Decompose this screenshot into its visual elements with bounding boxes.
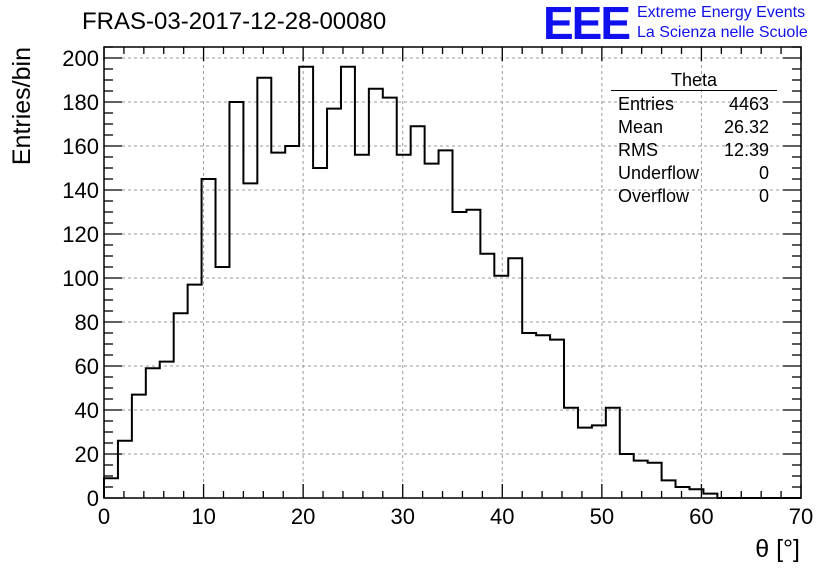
- histogram-bar: [648, 463, 662, 498]
- histogram-bar: [229, 102, 243, 498]
- histogram-bar: [634, 461, 648, 498]
- stats-label: Entries: [618, 94, 675, 114]
- y-axis-label: Entries/bin: [8, 47, 36, 165]
- histogram-bar: [299, 67, 313, 498]
- x-tick-label: 50: [590, 504, 614, 529]
- histogram-bar: [508, 258, 522, 498]
- stats-row-mean: Mean 26.32: [611, 116, 777, 139]
- logo-line-2: La Scienza nelle Scuole: [637, 24, 808, 41]
- y-tick-label: 180: [62, 90, 99, 115]
- histogram-bar: [453, 212, 467, 498]
- y-tick-label: 100: [62, 266, 99, 291]
- histogram-bar: [257, 78, 271, 498]
- histogram-bar: [327, 109, 341, 498]
- x-tick-label: 60: [689, 504, 713, 529]
- y-tick-label: 20: [75, 442, 99, 467]
- axis-ticks: [103, 46, 802, 499]
- histogram-outline: [103, 65, 801, 499]
- stats-row-underflow: Underflow 0: [611, 162, 777, 185]
- histogram-bar: [522, 333, 536, 498]
- histogram-bar: [466, 210, 480, 498]
- histogram-bar: [188, 285, 202, 498]
- histogram-bar: [174, 313, 188, 498]
- plot-frame: [103, 46, 802, 499]
- stats-box: Theta Entries 4463 Mean 26.32 RMS 12.39 …: [611, 70, 777, 208]
- logo-letters: EEE: [543, 0, 631, 49]
- stats-row-overflow: Overflow 0: [611, 185, 777, 208]
- histogram-bar: [480, 254, 494, 498]
- y-tick-labels: 0 20 40 60 80 100 120 140 160 180 200: [62, 46, 99, 511]
- x-tick-label: 10: [191, 504, 215, 529]
- x-axis-label: θ [°]: [755, 535, 800, 563]
- x-tick-label: 30: [390, 504, 414, 529]
- x-tick-label: 40: [490, 504, 514, 529]
- histogram-bar: [271, 153, 285, 498]
- histogram-bar: [578, 428, 592, 498]
- eee-logo: EEE Extreme Energy Events La Scienza nel…: [543, 0, 833, 49]
- histogram-bar: [411, 126, 425, 498]
- logo-line-1: Extreme Energy Events: [637, 4, 806, 21]
- histogram-bar: [425, 164, 439, 498]
- histogram-bar: [397, 155, 411, 498]
- histogram-bar: [564, 408, 578, 498]
- stats-value: 4463: [728, 94, 769, 114]
- histogram-bars: [103, 65, 801, 499]
- histogram-bar: [662, 480, 676, 498]
- stats-title: Theta: [611, 70, 777, 91]
- histogram-bar: [494, 276, 508, 498]
- stats-row-rms: RMS 12.39: [611, 139, 777, 162]
- y-tick-label: 40: [75, 398, 99, 423]
- histogram-bar: [104, 478, 118, 498]
- stats-value: 0: [758, 163, 769, 183]
- stats-label: RMS: [618, 140, 658, 160]
- stats-row-entries: Entries 4463: [611, 93, 777, 116]
- x-tick-labels: 0 10 20 30 40 50 60 70: [98, 504, 813, 529]
- y-tick-label: 80: [75, 310, 99, 335]
- histogram-bar: [606, 408, 620, 498]
- stats-label: Underflow: [618, 163, 700, 183]
- stats-label: Overflow: [618, 186, 690, 206]
- histogram-bar: [243, 183, 257, 498]
- y-tick-label: 200: [62, 46, 99, 71]
- y-tick-label: 60: [75, 354, 99, 379]
- histogram-bar: [132, 395, 146, 498]
- x-tick-label: 0: [98, 504, 110, 529]
- histogram-bar: [216, 267, 230, 498]
- stats-value: 12.39: [723, 140, 769, 160]
- stats-value: 0: [758, 186, 769, 206]
- histogram-bar: [383, 98, 397, 498]
- stats-label: Mean: [618, 117, 664, 137]
- histogram-bar: [676, 487, 690, 498]
- chart-title: FRAS-03-2017-12-28-00080: [82, 8, 387, 35]
- histogram-bar: [550, 340, 564, 498]
- y-tick-label: 120: [62, 222, 99, 247]
- histogram-bar: [355, 155, 369, 498]
- histogram-bar: [369, 89, 383, 498]
- histogram-bar: [313, 168, 327, 498]
- y-tick-label: 0: [87, 486, 99, 511]
- histogram-bar: [592, 425, 606, 498]
- histogram-bar: [118, 441, 132, 498]
- histogram-bar: [439, 150, 453, 498]
- x-tick-label: 20: [291, 504, 315, 529]
- histogram-bar: [341, 67, 355, 498]
- histogram-bar: [160, 362, 174, 498]
- histogram-bar: [146, 368, 160, 498]
- stats-value: 26.32: [723, 117, 769, 137]
- x-tick-label: 70: [789, 504, 813, 529]
- y-tick-label: 160: [62, 134, 99, 159]
- histogram-bar: [536, 335, 550, 498]
- y-tick-label: 140: [62, 178, 99, 203]
